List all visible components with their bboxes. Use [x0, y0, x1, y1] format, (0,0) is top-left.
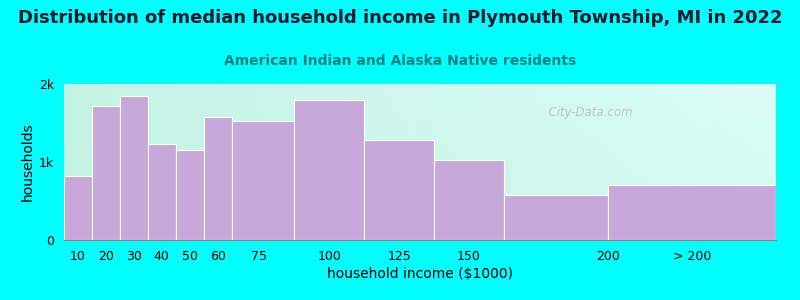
Bar: [294, 100, 364, 240]
Text: American Indian and Alaska Native residents: American Indian and Alaska Native reside…: [224, 54, 576, 68]
Bar: [148, 144, 176, 240]
Bar: [504, 195, 609, 240]
Bar: [434, 160, 504, 240]
Bar: [364, 140, 434, 240]
Y-axis label: households: households: [21, 123, 35, 201]
X-axis label: household income ($1000): household income ($1000): [327, 267, 513, 281]
Bar: [231, 121, 294, 240]
Bar: [92, 106, 120, 240]
Bar: [64, 176, 92, 240]
Bar: [176, 149, 204, 240]
Bar: [204, 117, 231, 240]
Bar: [609, 185, 776, 240]
Bar: [120, 96, 148, 240]
Text: City-Data.com: City-Data.com: [541, 106, 633, 118]
Text: Distribution of median household income in Plymouth Township, MI in 2022: Distribution of median household income …: [18, 9, 782, 27]
